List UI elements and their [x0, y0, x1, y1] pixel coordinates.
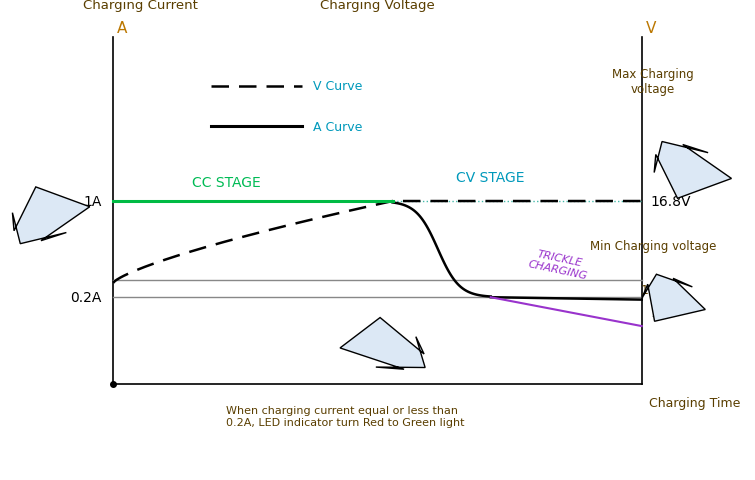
Text: Charging Voltage: Charging Voltage: [320, 0, 435, 12]
Text: Charging Current: Charging Current: [83, 0, 198, 12]
Text: TRICKLE
CHARGING: TRICKLE CHARGING: [527, 247, 590, 281]
Text: A Curve: A Curve: [313, 120, 362, 134]
Text: V: V: [646, 21, 656, 36]
Polygon shape: [654, 142, 732, 199]
Polygon shape: [340, 318, 425, 370]
Text: Charging Time: Charging Time: [649, 396, 741, 409]
Text: Max Charging
voltage: Max Charging voltage: [612, 68, 694, 96]
Text: 1A: 1A: [84, 194, 102, 209]
Text: CC STAGE: CC STAGE: [192, 176, 261, 190]
Text: CV STAGE: CV STAGE: [457, 171, 525, 185]
Text: V Curve: V Curve: [313, 80, 362, 93]
Text: A: A: [117, 21, 128, 36]
Text: When charging current equal or less than
0.2A, LED indicator turn Red to Green l: When charging current equal or less than…: [226, 406, 465, 427]
Text: 0.2A: 0.2A: [70, 290, 102, 305]
Text: Min Charging voltage: Min Charging voltage: [590, 239, 716, 252]
Polygon shape: [642, 275, 705, 322]
Text: 10V: 10V: [641, 283, 665, 296]
Text: 16.8V: 16.8V: [651, 194, 692, 209]
Polygon shape: [12, 188, 90, 244]
Text: 10V: 10V: [651, 305, 678, 319]
